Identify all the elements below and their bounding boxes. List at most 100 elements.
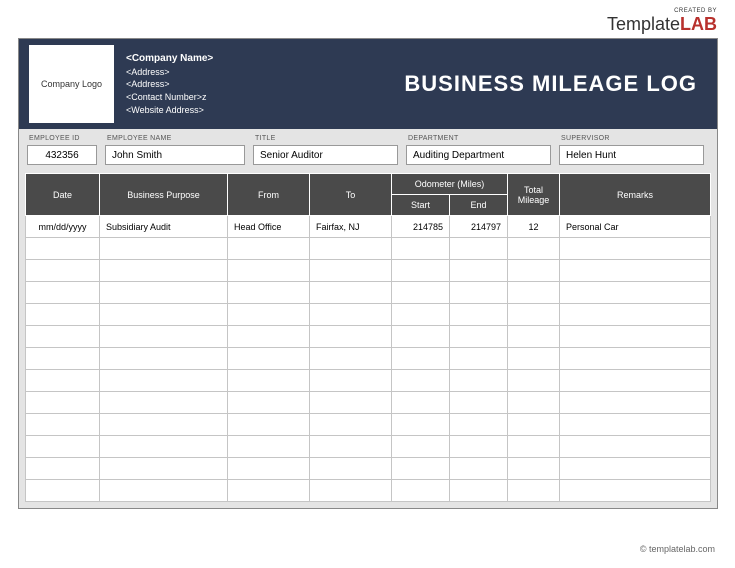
cell-empty[interactable] <box>310 392 392 414</box>
cell-empty[interactable] <box>228 458 310 480</box>
cell-empty[interactable] <box>392 436 450 458</box>
cell-empty[interactable] <box>100 480 228 502</box>
cell-empty[interactable] <box>228 414 310 436</box>
cell-empty[interactable] <box>392 414 450 436</box>
cell-empty[interactable] <box>228 282 310 304</box>
cell-empty[interactable] <box>228 480 310 502</box>
cell-empty[interactable] <box>450 260 508 282</box>
cell-empty[interactable] <box>26 260 100 282</box>
cell-empty[interactable] <box>450 304 508 326</box>
cell-empty[interactable] <box>508 414 560 436</box>
cell-empty[interactable] <box>310 260 392 282</box>
cell-empty[interactable] <box>508 436 560 458</box>
cell-empty[interactable] <box>450 392 508 414</box>
employee-department-value[interactable]: Auditing Department <box>406 145 551 165</box>
cell-empty[interactable] <box>228 260 310 282</box>
cell-empty[interactable] <box>26 238 100 260</box>
cell-empty[interactable] <box>310 436 392 458</box>
cell-empty[interactable] <box>508 282 560 304</box>
cell-empty[interactable] <box>26 326 100 348</box>
cell-empty[interactable] <box>228 326 310 348</box>
cell-empty[interactable] <box>392 326 450 348</box>
cell-empty[interactable] <box>392 458 450 480</box>
cell-empty[interactable] <box>100 348 228 370</box>
cell-empty[interactable] <box>450 348 508 370</box>
cell-empty[interactable] <box>450 326 508 348</box>
cell-empty[interactable] <box>508 238 560 260</box>
cell-empty[interactable] <box>450 414 508 436</box>
cell-empty[interactable] <box>508 370 560 392</box>
cell-empty[interactable] <box>310 370 392 392</box>
cell-empty[interactable] <box>392 348 450 370</box>
cell-empty[interactable] <box>560 326 711 348</box>
cell-empty[interactable] <box>228 370 310 392</box>
cell-empty[interactable] <box>392 260 450 282</box>
cell-empty[interactable] <box>508 326 560 348</box>
cell-empty[interactable] <box>450 282 508 304</box>
cell-empty[interactable] <box>228 238 310 260</box>
cell-empty[interactable] <box>508 348 560 370</box>
cell-empty[interactable] <box>100 282 228 304</box>
cell-empty[interactable] <box>310 238 392 260</box>
cell-empty[interactable] <box>392 370 450 392</box>
cell-date[interactable]: mm/dd/yyyy <box>26 216 100 238</box>
cell-empty[interactable] <box>450 458 508 480</box>
cell-empty[interactable] <box>310 326 392 348</box>
cell-empty[interactable] <box>392 304 450 326</box>
cell-empty[interactable] <box>26 348 100 370</box>
cell-empty[interactable] <box>560 304 711 326</box>
cell-empty[interactable] <box>560 260 711 282</box>
cell-empty[interactable] <box>560 348 711 370</box>
cell-empty[interactable] <box>508 480 560 502</box>
cell-empty[interactable] <box>100 436 228 458</box>
cell-remarks[interactable]: Personal Car <box>560 216 711 238</box>
cell-empty[interactable] <box>508 260 560 282</box>
cell-empty[interactable] <box>26 480 100 502</box>
cell-empty[interactable] <box>100 304 228 326</box>
cell-empty[interactable] <box>508 458 560 480</box>
cell-empty[interactable] <box>508 392 560 414</box>
cell-empty[interactable] <box>560 414 711 436</box>
cell-empty[interactable] <box>450 238 508 260</box>
cell-total[interactable]: 12 <box>508 216 560 238</box>
cell-empty[interactable] <box>228 436 310 458</box>
cell-empty[interactable] <box>26 436 100 458</box>
cell-empty[interactable] <box>26 392 100 414</box>
cell-empty[interactable] <box>228 304 310 326</box>
cell-purpose[interactable]: Subsidiary Audit <box>100 216 228 238</box>
cell-empty[interactable] <box>100 238 228 260</box>
cell-empty[interactable] <box>100 392 228 414</box>
cell-empty[interactable] <box>310 348 392 370</box>
cell-empty[interactable] <box>560 282 711 304</box>
cell-empty[interactable] <box>310 304 392 326</box>
cell-empty[interactable] <box>560 480 711 502</box>
cell-empty[interactable] <box>392 392 450 414</box>
cell-empty[interactable] <box>100 370 228 392</box>
cell-from[interactable]: Head Office <box>228 216 310 238</box>
cell-empty[interactable] <box>560 238 711 260</box>
cell-empty[interactable] <box>310 282 392 304</box>
employee-supervisor-value[interactable]: Helen Hunt <box>559 145 704 165</box>
cell-empty[interactable] <box>310 458 392 480</box>
cell-empty[interactable] <box>26 370 100 392</box>
cell-empty[interactable] <box>560 370 711 392</box>
cell-empty[interactable] <box>228 392 310 414</box>
cell-end[interactable]: 214797 <box>450 216 508 238</box>
cell-empty[interactable] <box>508 304 560 326</box>
cell-to[interactable]: Fairfax, NJ <box>310 216 392 238</box>
cell-empty[interactable] <box>560 458 711 480</box>
cell-empty[interactable] <box>450 480 508 502</box>
cell-empty[interactable] <box>392 238 450 260</box>
cell-empty[interactable] <box>228 348 310 370</box>
cell-empty[interactable] <box>310 480 392 502</box>
cell-empty[interactable] <box>450 436 508 458</box>
employee-name-value[interactable]: John Smith <box>105 145 245 165</box>
cell-empty[interactable] <box>100 458 228 480</box>
cell-empty[interactable] <box>560 436 711 458</box>
cell-empty[interactable] <box>560 392 711 414</box>
cell-empty[interactable] <box>26 414 100 436</box>
cell-start[interactable]: 214785 <box>392 216 450 238</box>
cell-empty[interactable] <box>392 480 450 502</box>
employee-title-value[interactable]: Senior Auditor <box>253 145 398 165</box>
cell-empty[interactable] <box>450 370 508 392</box>
